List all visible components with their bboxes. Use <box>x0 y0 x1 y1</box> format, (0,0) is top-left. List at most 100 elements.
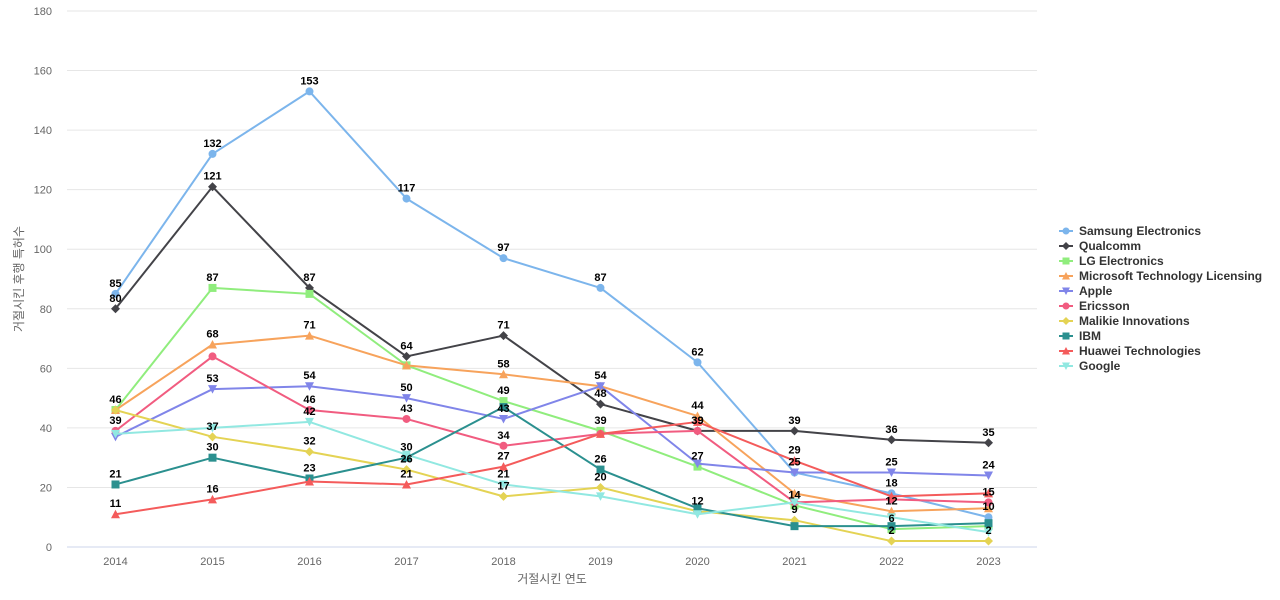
data-point <box>693 510 702 519</box>
data-point <box>499 403 508 412</box>
series-line <box>114 334 990 513</box>
series-malikie-innovations <box>111 405 993 546</box>
data-label: 87 <box>594 272 606 284</box>
x-tick-label: 2022 <box>879 556 903 568</box>
data-point <box>887 468 896 478</box>
y-axis-title: 거절시킨 후행 특허수 <box>11 226 26 332</box>
data-point <box>790 456 799 465</box>
data-point <box>887 435 896 445</box>
data-label: 20 <box>594 471 606 483</box>
legend-label: Apple <box>1079 284 1113 298</box>
data-point <box>499 254 508 263</box>
y-tick-label: 160 <box>34 66 52 78</box>
y-tick-label: 80 <box>40 304 52 316</box>
data-point <box>887 513 896 522</box>
y-tick-label: 100 <box>34 244 52 256</box>
y-tick-label: 120 <box>34 185 52 197</box>
data-point <box>887 522 896 531</box>
data-point <box>305 447 314 457</box>
legend-marker <box>1062 302 1070 310</box>
data-point <box>111 480 120 489</box>
data-point <box>693 426 702 435</box>
data-label: 12 <box>885 495 897 507</box>
data-label: 153 <box>300 75 318 87</box>
data-label: 17 <box>497 480 509 492</box>
legend-item[interactable]: Huawei Technologies <box>1059 344 1201 358</box>
data-label: 15 <box>982 486 994 498</box>
data-point <box>693 417 702 426</box>
data-point <box>596 482 605 492</box>
legend-item[interactable]: IBM <box>1059 329 1101 343</box>
data-label: 11 <box>110 498 122 510</box>
data-label: 30 <box>400 442 412 454</box>
data-label: 132 <box>203 138 221 150</box>
data-label: 87 <box>206 272 218 284</box>
data-point <box>984 503 993 513</box>
data-label: 37 <box>206 421 218 433</box>
data-label: 39 <box>691 415 703 427</box>
legend-label: Ericsson <box>1079 299 1130 313</box>
data-point <box>984 519 993 528</box>
data-point <box>499 331 508 341</box>
data-point <box>499 369 508 379</box>
legend-label: IBM <box>1079 329 1101 343</box>
data-label: 18 <box>885 477 897 489</box>
data-point <box>887 491 896 501</box>
series-line <box>114 406 990 528</box>
data-point <box>305 87 314 96</box>
legend-item[interactable]: Qualcomm <box>1059 239 1141 253</box>
data-label: 71 <box>497 320 509 332</box>
x-tick-label: 2015 <box>200 556 224 568</box>
data-point <box>790 468 799 478</box>
x-tick-label: 2020 <box>685 556 709 568</box>
data-label: 121 <box>203 171 221 183</box>
data-label: 39 <box>691 415 703 427</box>
data-label: 21 <box>109 468 121 480</box>
legend-item[interactable]: Google <box>1059 359 1121 373</box>
data-point <box>208 340 217 349</box>
series-line <box>114 185 990 444</box>
data-label: 26 <box>400 454 412 466</box>
data-label: 35 <box>982 427 994 439</box>
legend-label: Malikie Innovations <box>1079 314 1190 328</box>
data-label: 46 <box>303 394 315 406</box>
data-label: 43 <box>497 403 509 415</box>
data-point <box>984 528 993 537</box>
x-axis-title: 거절시킨 연도 <box>517 572 587 586</box>
legend-label: Qualcomm <box>1079 239 1141 253</box>
data-label: 39 <box>109 415 121 427</box>
y-tick-label: 0 <box>46 542 52 554</box>
data-label: 62 <box>691 346 703 358</box>
data-point <box>499 491 508 501</box>
legend-label: Microsoft Technology Licensing <box>1079 269 1262 283</box>
series-apple <box>111 382 993 481</box>
data-label: 23 <box>303 463 315 475</box>
data-point <box>596 492 605 501</box>
data-point <box>305 289 314 298</box>
data-label: 87 <box>303 272 315 284</box>
data-label: 29 <box>788 445 800 457</box>
series-line <box>114 420 990 516</box>
data-point <box>596 382 605 391</box>
data-label: 34 <box>497 430 510 442</box>
data-label: 27 <box>691 451 703 463</box>
legend-item[interactable]: Ericsson <box>1059 299 1130 313</box>
legend-label: Google <box>1079 359 1121 373</box>
data-label: 46 <box>109 394 121 406</box>
legend-item[interactable]: Malikie Innovations <box>1059 314 1190 328</box>
legend-item[interactable]: LG Electronics <box>1059 254 1164 268</box>
series-line <box>114 355 990 504</box>
legend-item[interactable]: Apple <box>1059 284 1113 298</box>
legend-item[interactable]: Samsung Electronics <box>1059 224 1201 238</box>
data-point <box>305 382 314 391</box>
data-point <box>790 426 799 436</box>
data-label: 49 <box>497 385 509 397</box>
data-label: 27 <box>497 451 509 463</box>
legend-marker <box>1062 272 1070 280</box>
data-label: 10 <box>982 501 994 513</box>
legend-item[interactable]: Microsoft Technology Licensing <box>1059 269 1262 283</box>
data-point <box>790 522 799 531</box>
